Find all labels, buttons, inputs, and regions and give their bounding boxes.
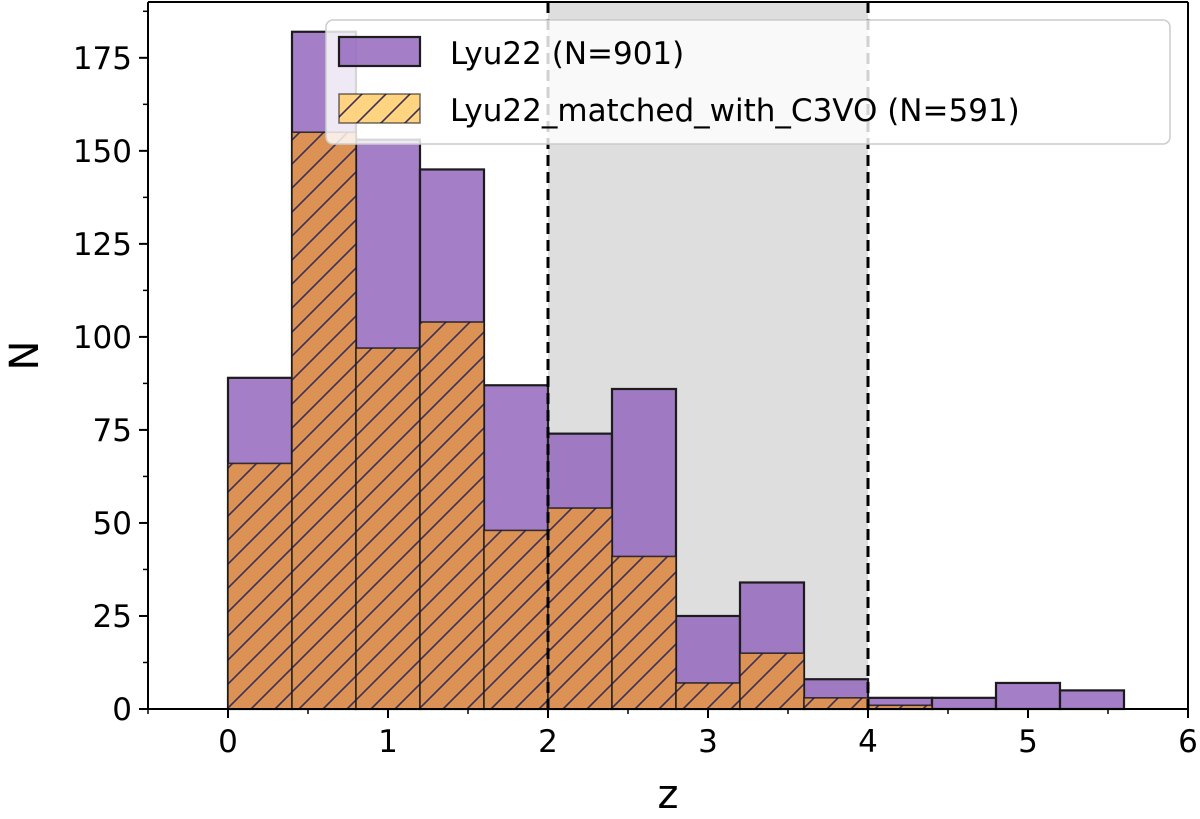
legend-swatch-matched [338,93,421,124]
bar-matched [355,347,421,710]
bar-matched [483,529,549,710]
bar-matched [675,682,741,710]
y-tick-label: 150 [73,134,132,170]
y-tick-label: 175 [73,41,132,77]
bar-lyu22 [1058,689,1126,711]
x-tick-label: 2 [538,724,558,760]
y-tick-label: 0 [112,692,132,728]
x-tick-label: 1 [378,724,398,760]
legend-label-matched: Lyu22_matched_with_C3VO (N=591) [450,93,1020,129]
axes-layer: 0 1 2 3 4 5 6 0 25 50 75 100 125 150 175 [73,1,1198,760]
bar-matched [611,555,677,710]
legend-box [325,19,1171,145]
x-tick-label: 3 [698,724,718,760]
bars-layer [226,30,1126,711]
y-tick-label: 50 [93,506,132,542]
x-axis-label: z [658,772,679,814]
bar-lyu22 [994,681,1062,711]
x-tick-label: 5 [1018,724,1038,760]
bar-lyu22 [930,696,998,711]
bar-matched [419,321,485,710]
bar-matched [739,652,805,710]
bar-matched [547,507,613,710]
legend-label-lyu22: Lyu22 (N=901) [450,36,684,72]
bar-matched [803,697,869,710]
bar-matched [291,131,357,710]
y-tick-label: 25 [93,599,132,635]
x-tick-label: 4 [858,724,878,760]
legend: Lyu22 (N=901) Lyu22_matched_with_C3VO (N=… [325,19,1171,145]
bar-matched [227,462,293,710]
y-axis-label: N [2,341,48,371]
legend-swatch-lyu22 [337,35,422,68]
x-tick-label: 0 [218,724,238,760]
y-tick-label: 75 [93,413,132,449]
y-tick-label: 100 [73,320,132,356]
x-tick-label: 6 [1178,724,1198,760]
y-tick-label: 125 [73,227,132,263]
